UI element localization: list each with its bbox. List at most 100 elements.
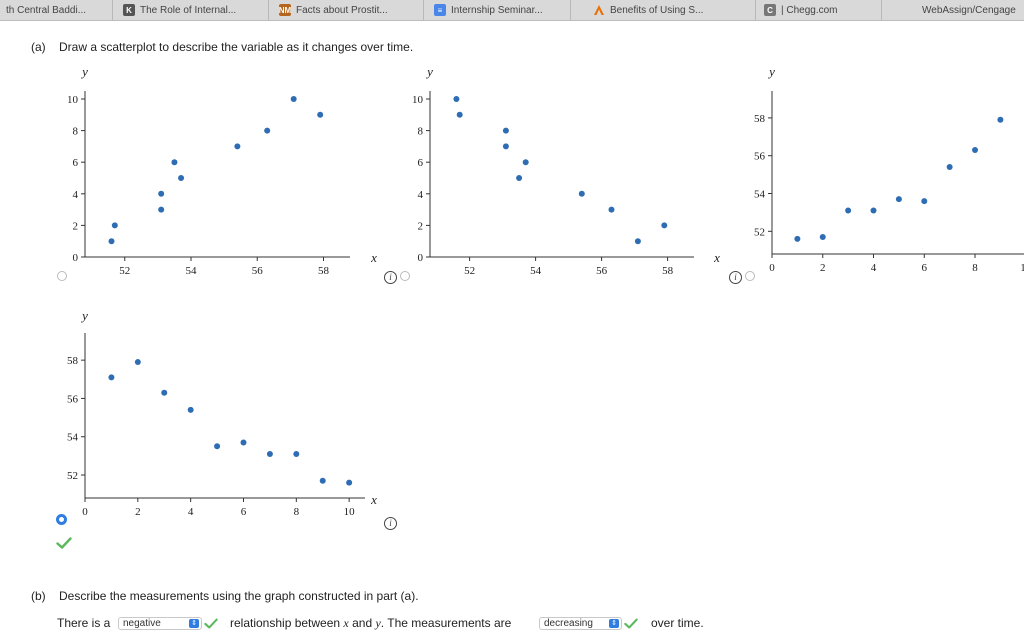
x-tick-label: 6 (241, 506, 247, 518)
x-tick-label: 2 (820, 262, 826, 274)
trend-select[interactable]: decreasing ⇕ (539, 617, 622, 630)
variable-x: x (343, 616, 349, 630)
option-4-radio-selected[interactable] (56, 514, 67, 525)
data-point (111, 222, 118, 229)
tab-label: th Central Baddi... (6, 4, 87, 16)
y-tick-label: 10 (67, 94, 79, 106)
browser-tab[interactable]: NM Facts about Prostit... (269, 0, 424, 20)
option-2-radio[interactable] (400, 271, 410, 281)
x-tick-label: 6 (922, 262, 928, 274)
y-tick-label: 58 (754, 113, 766, 125)
tab-label: | Chegg.com (781, 4, 838, 16)
tab-label: Facts about Prostit... (296, 4, 388, 16)
x-tick-label: 56 (596, 265, 608, 277)
data-point (578, 190, 585, 197)
y-tick-label: 0 (73, 252, 79, 264)
data-point (661, 222, 668, 229)
x-tick-label: 4 (871, 262, 877, 274)
option-1-radio[interactable] (57, 271, 67, 281)
data-point (845, 207, 852, 214)
tab-label: WebAssign/Cengage (922, 4, 1016, 16)
x-axis-label: x (370, 250, 377, 265)
y-tick-label: 54 (754, 189, 766, 201)
part-b-text: Describe the measurements using the grap… (59, 589, 419, 603)
y-tick-label: 4 (418, 189, 424, 201)
y-tick-label: 8 (73, 126, 79, 138)
part-a-text: Draw a scatterplot to describe the varia… (59, 40, 414, 54)
x-tick-label: 52 (464, 265, 475, 277)
y-tick-label: 4 (73, 189, 79, 201)
data-point (234, 143, 241, 150)
correct-check-icon (204, 618, 218, 629)
browser-tab[interactable]: th Central Baddi... (0, 0, 113, 20)
x-tick-label: 54 (186, 265, 198, 277)
relationship-select-value: negative (123, 618, 161, 629)
browser-tab-active[interactable]: WebAssign/Cengage (882, 0, 1024, 20)
browser-tab-bar: th Central Baddi... K The Role of Intern… (0, 0, 1024, 21)
info-icon[interactable]: i (384, 517, 397, 530)
sentence-text: over time. (651, 616, 704, 630)
y-tick-label: 10 (412, 94, 424, 106)
correct-check-icon (56, 537, 72, 549)
y-tick-label: 2 (418, 220, 424, 232)
x-tick-label: 56 (252, 265, 264, 277)
data-point (634, 238, 641, 245)
select-arrows-icon: ⇕ (609, 619, 619, 628)
scatterplot-option-4: 52 54 56 58 0 2 4 6 8 10 y x (67, 308, 377, 518)
data-point (946, 164, 953, 171)
y-tick-label: 0 (418, 252, 424, 264)
y-tick-label: 6 (73, 157, 79, 169)
x-tick-label: 58 (662, 265, 674, 277)
y-tick-label: 52 (754, 226, 765, 238)
data-point (108, 238, 115, 245)
y-tick-label: 2 (73, 220, 79, 232)
x-tick-label: 10 (1020, 262, 1024, 274)
browser-tab[interactable]: C | Chegg.com (756, 0, 882, 20)
y-axis-label: y (80, 64, 88, 79)
data-point (264, 127, 271, 134)
x-tick-label: 4 (188, 506, 194, 518)
data-point (895, 196, 902, 203)
trend-select-value: decreasing (544, 618, 593, 629)
x-tick-label: 8 (294, 506, 300, 518)
nm-favicon-icon: NM (278, 4, 292, 16)
option-3-radio[interactable] (745, 271, 755, 281)
select-arrows-icon: ⇕ (189, 619, 199, 628)
browser-tab[interactable]: Benefits of Using S... (571, 0, 756, 20)
scatterplot-option-1: 0 2 4 6 8 10 52 54 56 58 y x (67, 64, 377, 277)
data-point (502, 143, 509, 150)
data-point (290, 96, 297, 102)
relationship-select[interactable]: negative ⇕ (118, 617, 202, 630)
data-point (134, 359, 141, 366)
scatterplot-option-2: 0 2 4 6 8 10 52 54 56 58 y x (412, 64, 720, 277)
browser-tab[interactable]: K The Role of Internal... (113, 0, 269, 20)
y-tick-label: 6 (418, 157, 424, 169)
x-axis-label: x (713, 250, 720, 265)
x-tick-label: 10 (344, 506, 356, 518)
data-point (456, 111, 463, 118)
data-point (240, 439, 247, 446)
data-point (346, 479, 353, 486)
part-b-label: (b) (31, 589, 46, 603)
y-tick-label: 8 (418, 126, 424, 138)
info-icon[interactable]: i (384, 271, 397, 284)
data-point (870, 207, 877, 214)
data-point (972, 147, 979, 154)
x-tick-label: 2 (135, 506, 141, 518)
x-tick-label: 8 (972, 262, 978, 274)
info-icon[interactable]: i (729, 271, 742, 284)
data-point (502, 127, 509, 134)
data-point (178, 175, 185, 181)
data-point (921, 198, 928, 205)
x-tick-label: 52 (119, 265, 130, 277)
scatterplot-option-3: 52 54 56 58 0 2 4 6 8 10 y (754, 64, 1024, 274)
y-axis-label: y (767, 64, 775, 79)
data-point (522, 159, 529, 166)
data-point (161, 389, 168, 396)
tab-label: The Role of Internal... (140, 4, 237, 16)
data-point (608, 206, 615, 213)
data-point (158, 206, 165, 213)
sentence-text-part: relationship between (230, 616, 341, 630)
doc-favicon-icon: ≡ (434, 4, 446, 16)
browser-tab[interactable]: ≡ Internship Seminar... (424, 0, 571, 20)
